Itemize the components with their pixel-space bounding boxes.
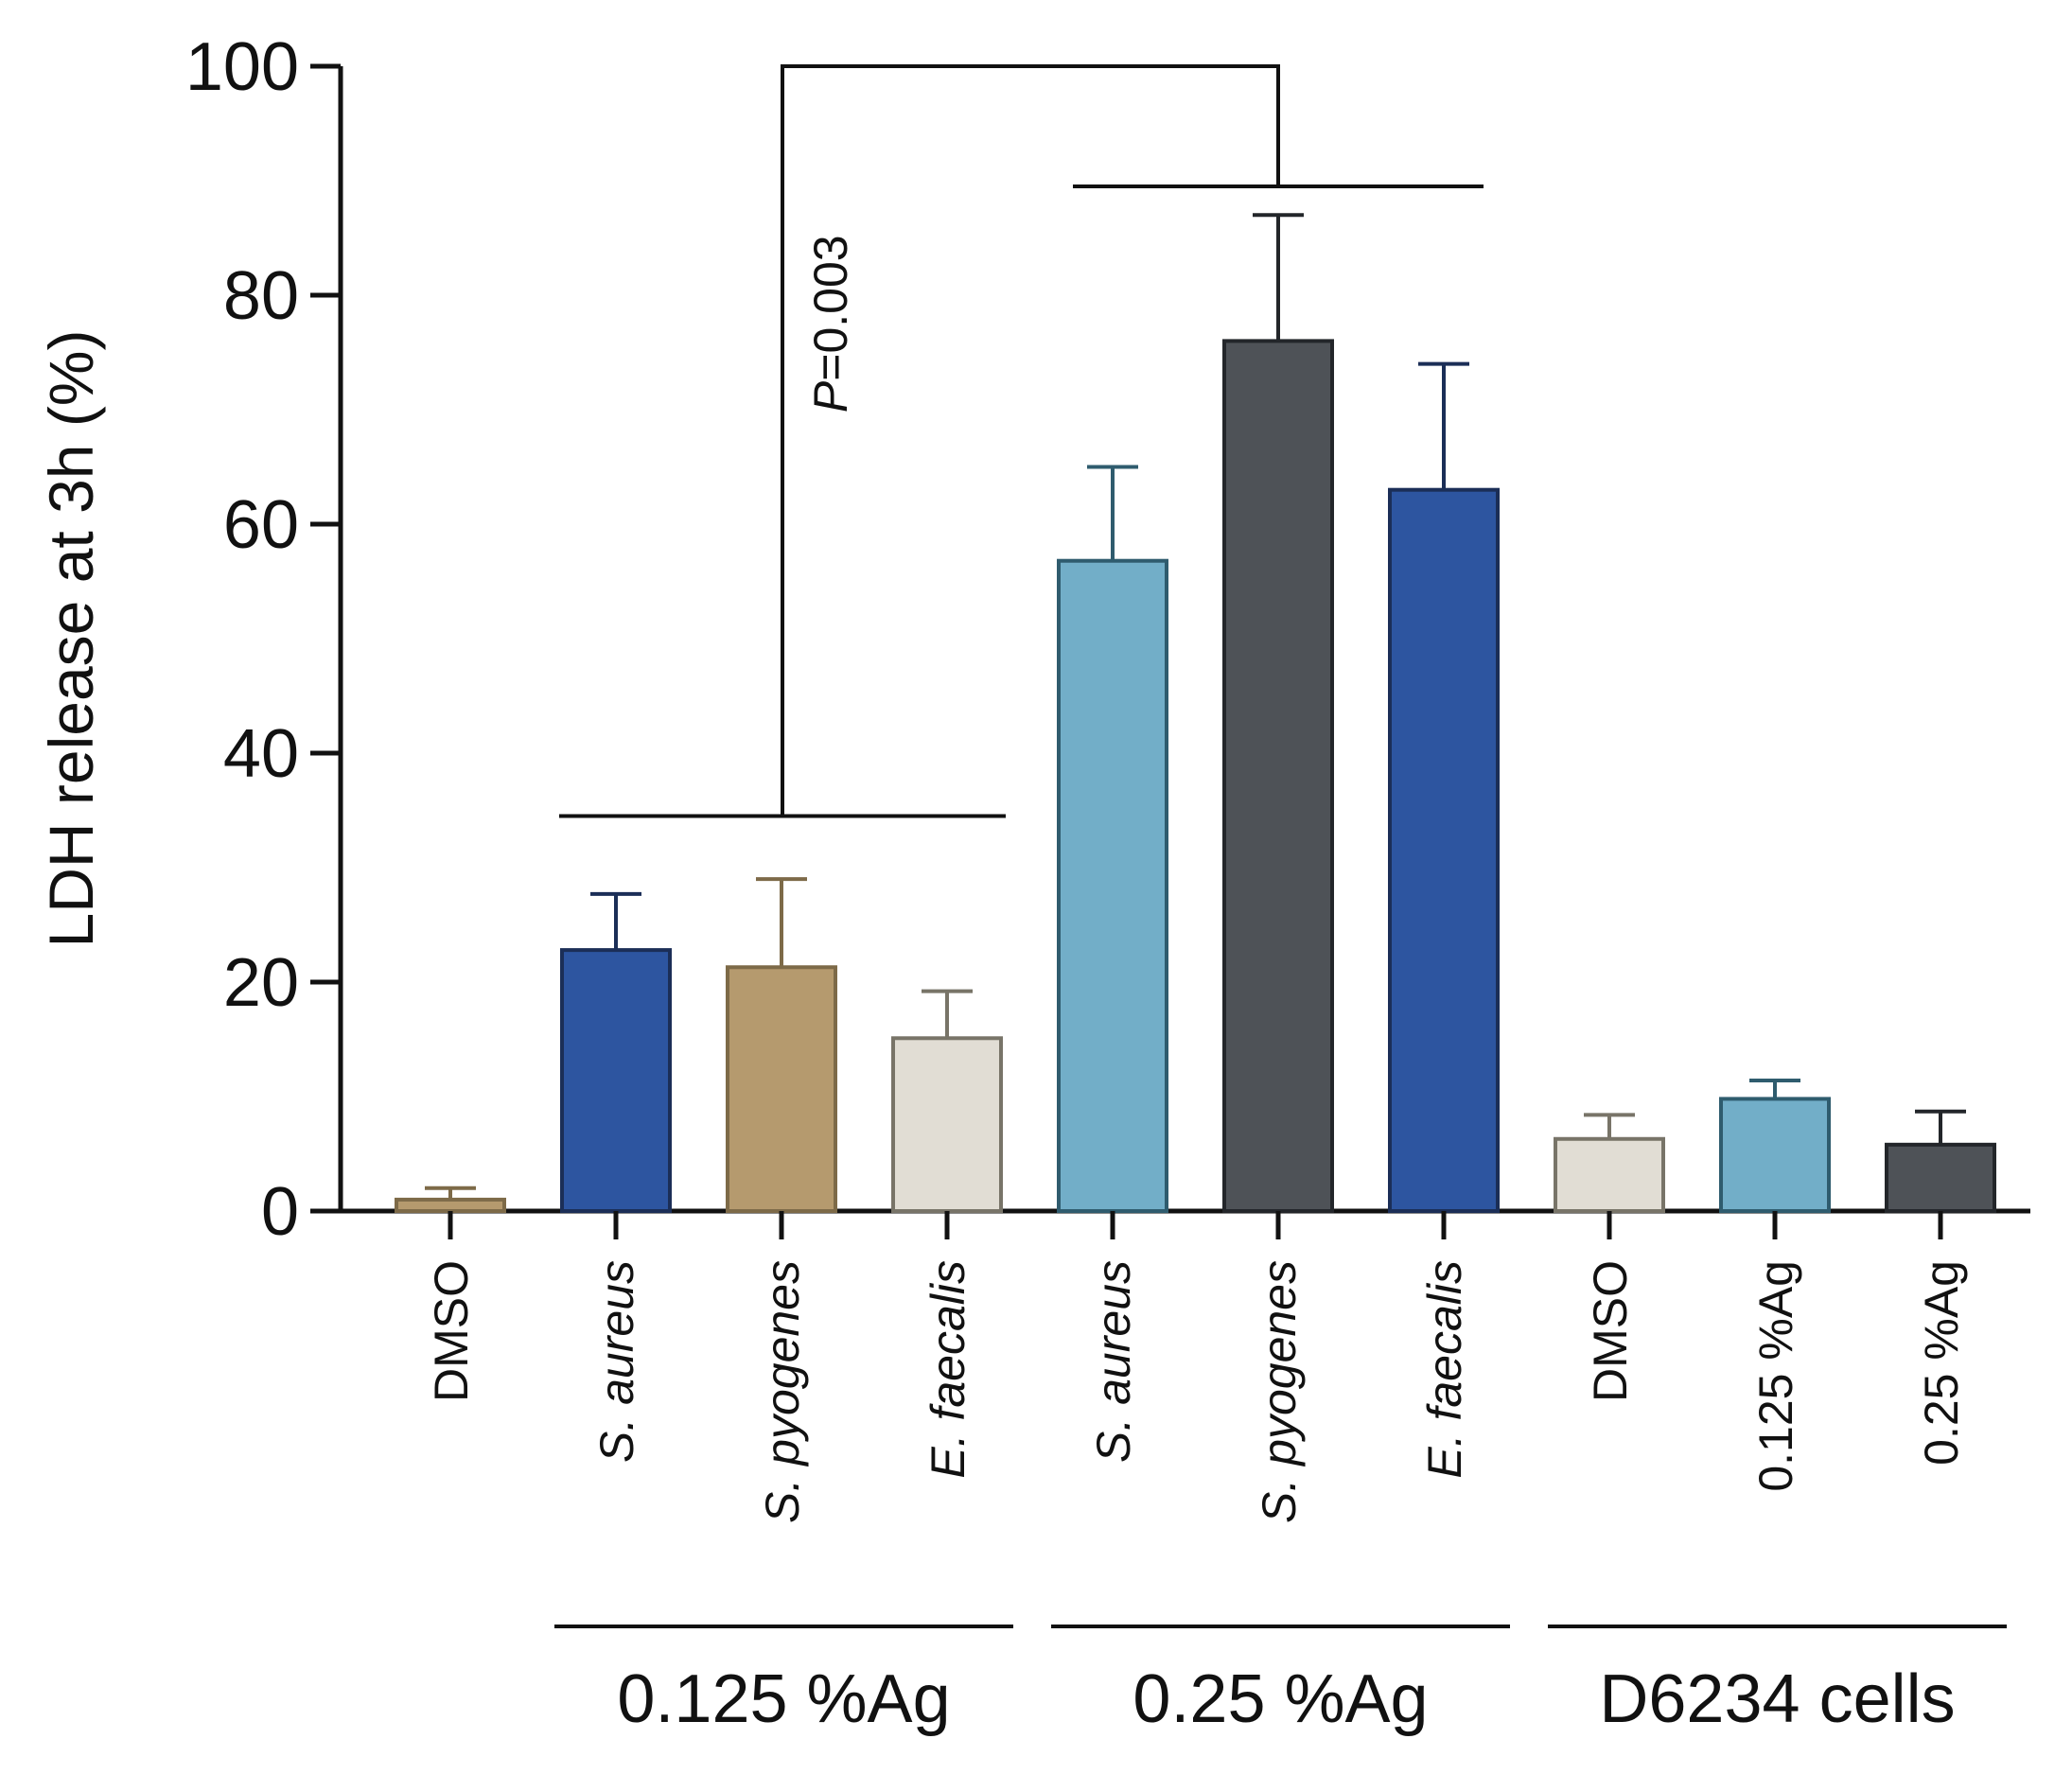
bar [726,965,837,1214]
y-tick-label: 40 [223,716,299,792]
bar [1388,487,1500,1213]
bar [891,1036,1003,1214]
comparison-bracket [781,64,1280,817]
bar [1885,1142,1996,1213]
y-tick-label: 20 [223,945,299,1021]
p-value-label: P=0.003 [804,235,857,413]
x-category-label: E. faecalis [922,1260,975,1479]
x-category-label: S. pyogenes [756,1260,809,1523]
x-category-label: S. aureus [1087,1260,1140,1463]
bar [395,1197,506,1214]
p-value-symbol: P [804,380,857,413]
bar [560,948,672,1213]
x-category-label: DMSO [1584,1260,1637,1402]
x-category-label: DMSO [425,1260,478,1402]
bar [1057,558,1168,1213]
x-category-label: 0.25 %Ag [1915,1260,1968,1466]
y-tick-label: 0 [261,1174,299,1250]
bar [1719,1097,1831,1214]
x-category-label: E. faecalis [1418,1260,1471,1479]
bar [1554,1136,1665,1214]
group-label: 0.125 %Ag [617,1661,950,1737]
group-label: 0.25 %Ag [1133,1661,1428,1737]
group-label: D6234 cells [1599,1661,1955,1737]
bar [1222,339,1334,1213]
y-tick-label: 100 [185,29,299,105]
y-axis-label: LDH release at 3h (%) [36,330,106,948]
y-tick-label: 80 [223,258,299,334]
p-value-number: =0.003 [804,235,857,380]
y-tick-label: 60 [223,487,299,563]
x-category-label: 0.125 %Ag [1749,1260,1802,1492]
x-category-label: S. pyogenes [1253,1260,1306,1523]
x-category-label: S. aureus [590,1260,643,1463]
